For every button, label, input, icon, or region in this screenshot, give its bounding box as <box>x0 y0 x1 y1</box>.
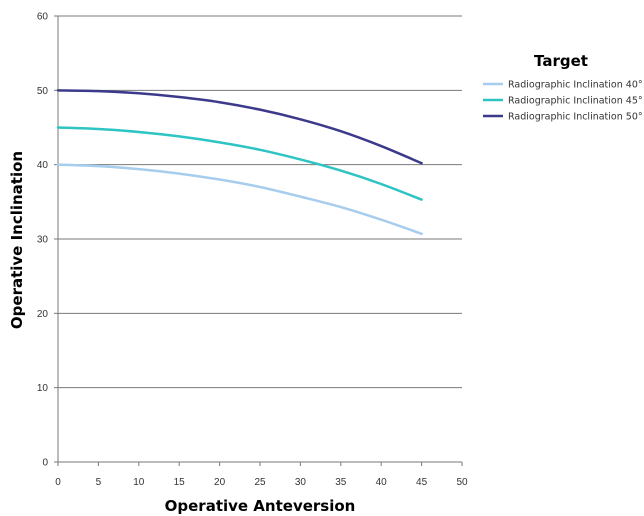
x-tick-labels: 0 5 10 15 20 25 30 35 40 45 50 <box>55 477 468 488</box>
x-tick-label: 50 <box>456 477 468 488</box>
x-tick-label: 25 <box>254 477 266 488</box>
y-tick-label: 0 <box>42 458 48 469</box>
x-tick-label: 40 <box>376 477 388 488</box>
x-tick-label: 10 <box>133 477 145 488</box>
x-tick-label: 15 <box>174 477 186 488</box>
series-line-3 <box>56 89 423 165</box>
legend-label-3: Radiographic Inclination 50° <box>508 112 643 123</box>
series-lines <box>56 89 423 236</box>
gridlines <box>58 15 462 389</box>
x-tick-label: 35 <box>335 477 347 488</box>
y-tick-labels: 0 10 20 30 40 50 60 <box>37 12 49 469</box>
legend-label-1: Radiographic Inclination 40° <box>508 80 643 91</box>
y-tick-label: 20 <box>37 309 49 320</box>
legend-label-2: Radiographic Inclination 45° <box>508 96 643 107</box>
axes <box>54 15 463 466</box>
y-tick-label: 50 <box>37 86 49 97</box>
x-tick-label: 30 <box>295 477 307 488</box>
x-tick-label: 45 <box>416 477 428 488</box>
x-axis-title: Operative Anteversion <box>165 497 356 515</box>
y-tick-label: 10 <box>37 383 49 394</box>
y-tick-label: 30 <box>37 235 49 246</box>
legend-items: Radiographic Inclination 40° Radiographic… <box>483 80 643 123</box>
x-tick-label: 0 <box>55 477 61 488</box>
y-axis-title: Operative Inclination <box>8 151 26 329</box>
x-tick-label: 20 <box>214 477 226 488</box>
legend-title: Target <box>534 52 588 70</box>
y-tick-label: 40 <box>37 160 49 171</box>
legend: Target Radiographic Inclination 40°Radio… <box>483 52 643 123</box>
x-tick-label: 5 <box>96 477 102 488</box>
series-line-2 <box>56 126 423 201</box>
y-tick-label: 60 <box>37 12 49 23</box>
series-line-1 <box>56 163 423 236</box>
